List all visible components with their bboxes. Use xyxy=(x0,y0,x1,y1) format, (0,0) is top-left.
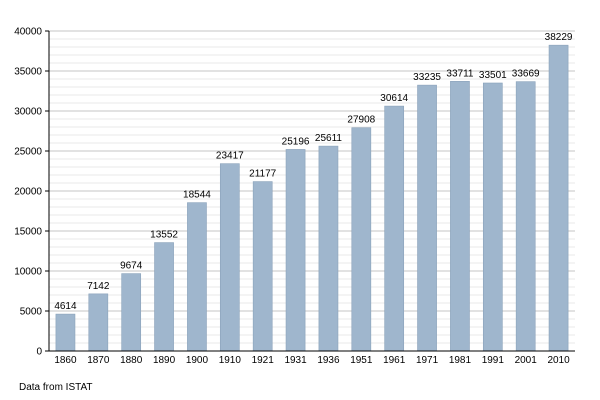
y-tick-label: 10000 xyxy=(14,267,42,278)
x-tick-label: 1936 xyxy=(317,355,340,366)
y-tick-label: 35000 xyxy=(14,67,42,78)
data-label: 4614 xyxy=(54,301,77,312)
y-tick-label: 15000 xyxy=(14,227,42,238)
bar xyxy=(450,81,470,352)
bar xyxy=(548,44,569,352)
data-label: 9674 xyxy=(120,261,143,272)
data-label: 18544 xyxy=(183,190,211,201)
x-tick-label: 2010 xyxy=(547,355,570,366)
data-label: 23417 xyxy=(216,151,244,162)
bar xyxy=(351,127,372,352)
x-tick-label: 1900 xyxy=(186,355,209,366)
data-label: 25196 xyxy=(282,136,310,147)
data-label: 33711 xyxy=(446,68,474,79)
bar xyxy=(482,82,503,352)
x-tick-label: 1971 xyxy=(416,355,439,366)
bar xyxy=(417,84,437,352)
x-tick-label: 1931 xyxy=(284,355,307,366)
data-label: 30614 xyxy=(380,93,408,104)
bar xyxy=(88,293,109,352)
y-tick-label: 30000 xyxy=(14,107,42,118)
x-tick-label: 1951 xyxy=(350,355,373,366)
x-tick-label: 1870 xyxy=(87,355,110,366)
bar xyxy=(154,242,174,352)
bar xyxy=(285,149,306,352)
x-tick-label: 1890 xyxy=(153,355,176,366)
y-tick-label: 0 xyxy=(36,347,42,358)
bar xyxy=(515,81,536,352)
x-tick-label: 1910 xyxy=(219,355,242,366)
data-label: 33235 xyxy=(413,72,441,83)
data-label: 38229 xyxy=(545,32,573,43)
bar xyxy=(121,273,142,352)
x-tick-label: 1880 xyxy=(120,355,143,366)
data-label: 13552 xyxy=(150,230,178,241)
y-tick-label: 40000 xyxy=(14,27,42,38)
x-tick-label: 1961 xyxy=(383,355,406,366)
bar xyxy=(384,105,405,352)
data-label: 25611 xyxy=(315,133,343,144)
x-tick-label: 1860 xyxy=(54,355,77,366)
bar xyxy=(187,202,207,352)
source-note: Data from ISTAT xyxy=(19,382,93,393)
data-label: 7142 xyxy=(87,281,110,292)
data-label: 27908 xyxy=(347,115,375,126)
bar xyxy=(55,313,76,352)
bar xyxy=(252,181,273,352)
bar xyxy=(219,163,240,352)
data-label: 21177 xyxy=(249,169,277,180)
data-label: 33669 xyxy=(512,69,540,80)
y-tick-label: 5000 xyxy=(20,307,43,318)
y-tick-label: 25000 xyxy=(14,147,42,158)
x-tick-label: 1991 xyxy=(482,355,505,366)
data-label: 33501 xyxy=(479,70,507,81)
bar xyxy=(318,145,339,352)
y-tick-label: 20000 xyxy=(14,187,42,198)
x-tick-label: 2001 xyxy=(515,355,538,366)
x-tick-label: 1981 xyxy=(449,355,472,366)
x-tick-label: 1921 xyxy=(252,355,275,366)
